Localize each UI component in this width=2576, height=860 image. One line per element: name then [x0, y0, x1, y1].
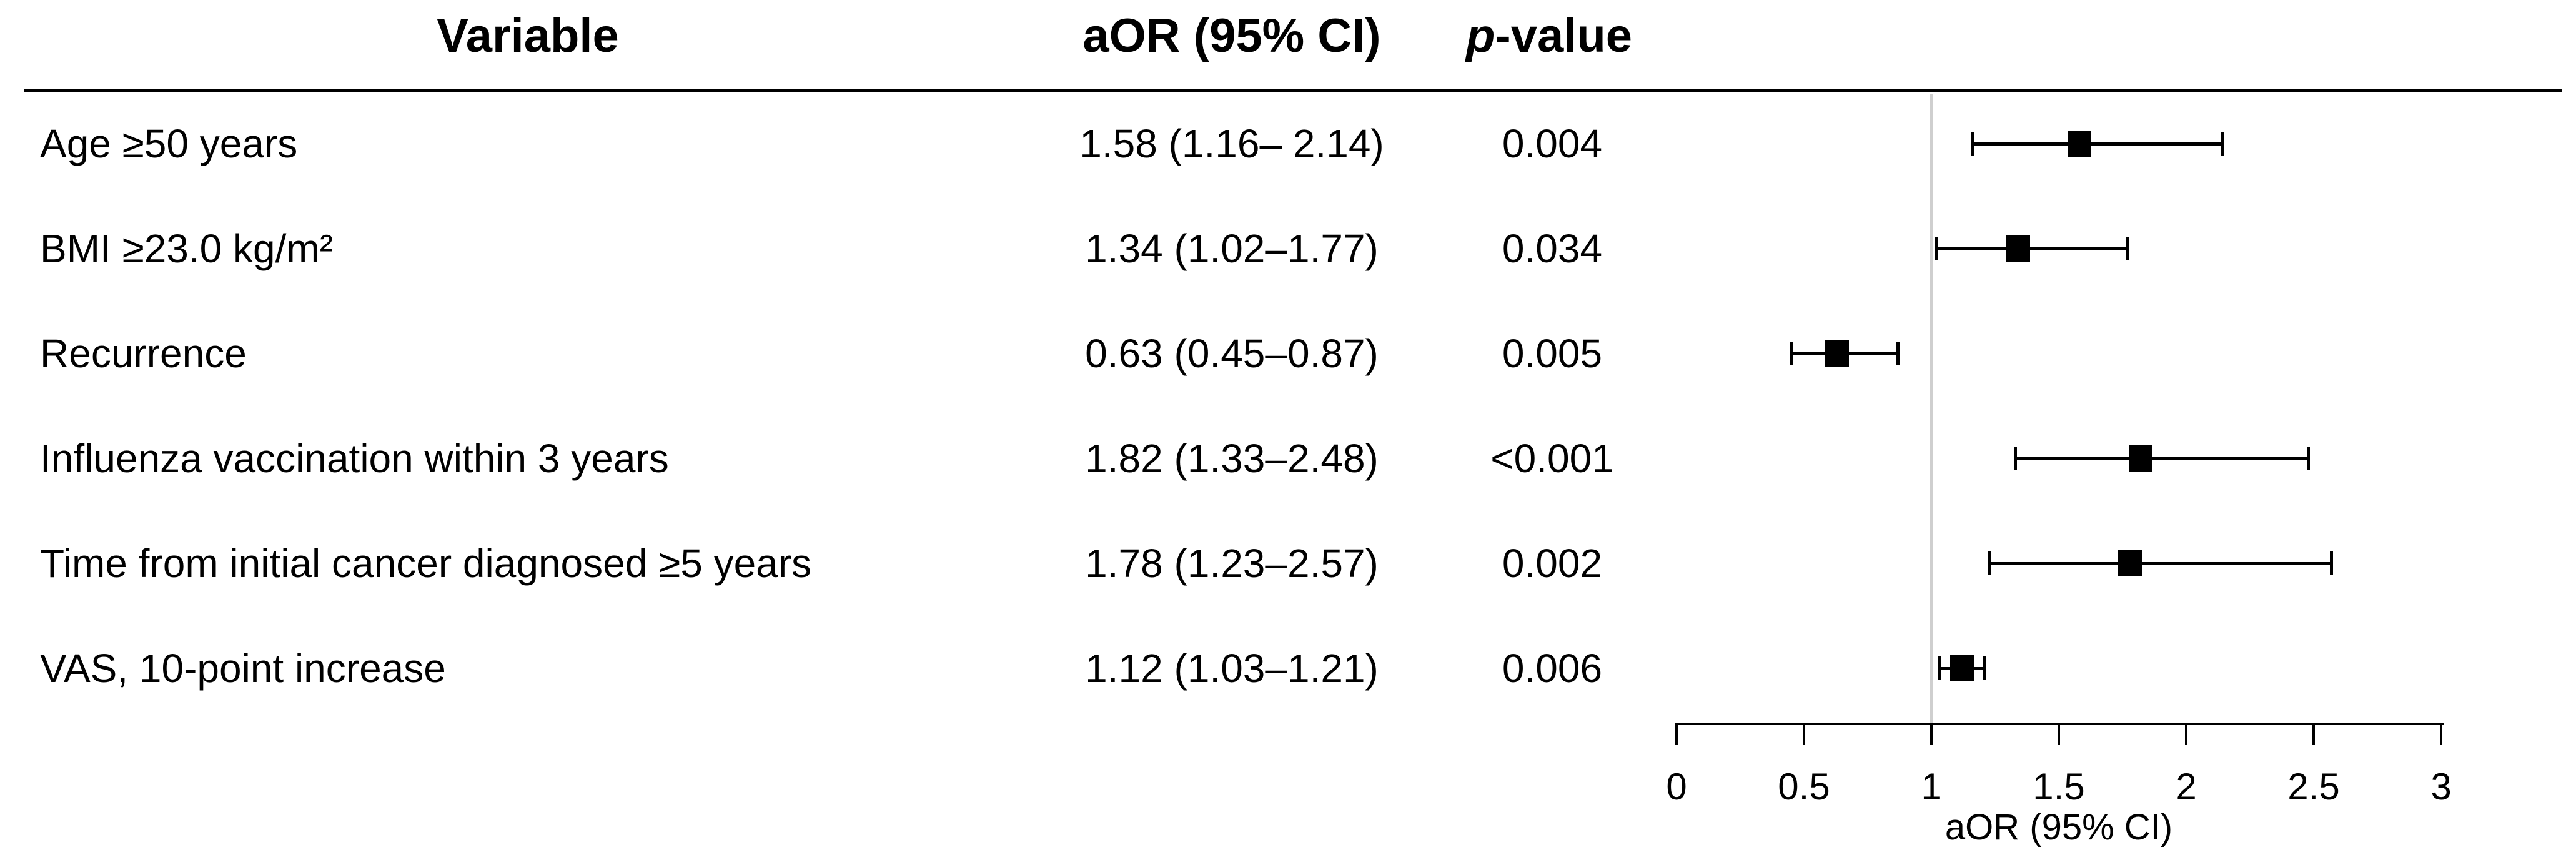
ci-cap-high [1896, 342, 1900, 365]
row-variable-label: Time from initial cancer diagnosed ≥5 ye… [40, 541, 812, 586]
x-tick [2312, 723, 2315, 745]
ci-cap-high [1983, 656, 1987, 680]
row-variable-label: Age ≥50 years [40, 121, 298, 166]
x-tick [1803, 723, 1805, 745]
column-header-variable: Variable [437, 9, 619, 62]
row-variable-label: BMI ≥23.0 kg/m² [40, 226, 334, 271]
point-estimate-square [2118, 550, 2143, 576]
x-tick [1930, 723, 1933, 745]
ci-cap-high [2126, 237, 2129, 260]
point-estimate-square [2128, 445, 2152, 472]
x-tick-label: 2 [2176, 766, 2197, 808]
reference-line-x1 [1930, 94, 1933, 723]
point-estimate-square [1825, 340, 1850, 367]
ci-line [1989, 561, 2332, 565]
ci-cap-high [2330, 551, 2334, 575]
x-tick-label: 0 [1666, 766, 1687, 808]
ci-cap-low [1970, 132, 1974, 156]
column-header-pvalue: p-value [1466, 7, 1632, 65]
row-aor-value: 1.82 (1.33–2.48) [1085, 436, 1379, 481]
header-divider-line [24, 89, 2562, 92]
row-p-value: 0.006 [1502, 646, 1603, 691]
point-estimate-square [1949, 655, 1974, 681]
row-variable-label: VAS, 10-point increase [40, 646, 446, 691]
ci-line [2015, 457, 2309, 460]
x-tick [2058, 723, 2060, 745]
x-tick-label: 2.5 [2287, 766, 2340, 808]
row-p-value: 0.034 [1502, 226, 1603, 271]
ci-cap-low [2014, 447, 2018, 470]
row-variable-label: Influenza vaccination within 3 years [40, 436, 669, 481]
x-tick-label: 0.5 [1778, 766, 1830, 808]
x-tick-label: 3 [2430, 766, 2452, 808]
row-aor-value: 0.63 (0.45–0.87) [1085, 331, 1379, 376]
row-p-value: <0.001 [1490, 436, 1614, 481]
ci-cap-high [2307, 447, 2311, 470]
ci-cap-low [1937, 656, 1941, 680]
pvalue-rest: -value [1495, 9, 1633, 62]
x-axis-line [1677, 723, 2444, 725]
ci-line [1972, 142, 2222, 146]
x-tick [2185, 723, 2187, 745]
row-p-value: 0.004 [1502, 121, 1603, 166]
ci-line [1936, 247, 2128, 250]
point-estimate-square [2067, 131, 2091, 157]
ci-cap-low [1790, 342, 1793, 365]
x-axis-title: aOR (95% CI) [1944, 807, 2173, 848]
x-tick-label: 1.5 [2033, 766, 2085, 808]
column-header-aor-ci: aOR (95% CI) [1082, 9, 1381, 62]
pvalue-italic-p: p [1465, 9, 1495, 62]
row-p-value: 0.002 [1502, 541, 1603, 586]
row-p-value: 0.005 [1502, 331, 1603, 376]
row-aor-value: 1.12 (1.03–1.21) [1085, 646, 1379, 691]
x-tick [2440, 723, 2442, 745]
row-aor-value: 1.34 (1.02–1.77) [1085, 226, 1379, 271]
point-estimate-square [2006, 235, 2030, 262]
x-tick-label: 1 [1921, 766, 1942, 808]
ci-cap-high [2220, 132, 2224, 156]
row-aor-value: 1.78 (1.23–2.57) [1085, 541, 1379, 586]
row-aor-value: 1.58 (1.16– 2.14) [1079, 121, 1384, 166]
ci-cap-low [1988, 551, 1992, 575]
ci-cap-low [1934, 237, 1938, 260]
row-variable-label: Recurrence [40, 331, 247, 376]
x-tick [1675, 723, 1678, 745]
